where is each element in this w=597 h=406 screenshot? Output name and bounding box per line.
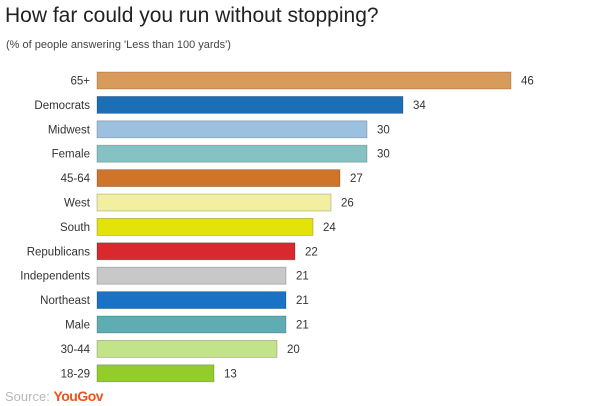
- category-label: Independents: [20, 271, 90, 283]
- bar: [96, 242, 296, 261]
- value-label: 20: [287, 344, 300, 356]
- bar: [96, 169, 341, 188]
- value-label: 30: [377, 149, 390, 161]
- value-label: 26: [341, 198, 354, 210]
- value-label: 21: [296, 271, 309, 283]
- value-label: 21: [296, 295, 309, 307]
- bar: [96, 96, 404, 114]
- value-label: 46: [521, 76, 534, 88]
- category-label: 18-29: [61, 368, 90, 380]
- value-label: 24: [323, 222, 336, 234]
- bar: [96, 217, 314, 236]
- yougov-logo: YouGov: [53, 388, 104, 404]
- bar: [96, 339, 278, 358]
- value-label: 22: [305, 246, 318, 258]
- category-label: 45-64: [61, 173, 91, 185]
- bar: [96, 144, 368, 163]
- bar: [96, 291, 287, 310]
- chart-title: How far could you run without stopping?: [5, 4, 379, 27]
- category-label: Midwest: [48, 124, 91, 136]
- category-label: Female: [52, 149, 90, 161]
- category-label: 65+: [70, 76, 90, 88]
- source-prefix: Source:: [5, 389, 50, 404]
- value-label: 30: [377, 124, 390, 136]
- value-label: 21: [296, 320, 309, 332]
- category-label: Male: [65, 320, 90, 332]
- bar: [96, 315, 287, 334]
- bar: [96, 71, 512, 90]
- source-credit: Source: YouGov: [5, 388, 104, 404]
- value-label: 34: [413, 100, 426, 112]
- bar: [96, 120, 368, 139]
- bar: [96, 193, 332, 212]
- category-label: Republicans: [27, 246, 91, 258]
- category-label: South: [60, 222, 90, 234]
- bar: [96, 266, 287, 285]
- category-label: Democrats: [34, 100, 90, 112]
- category-label: 30-44: [61, 344, 91, 356]
- chart-subtitle: (% of people answering 'Less than 100 ya…: [6, 39, 231, 51]
- category-label: West: [64, 198, 91, 210]
- value-label: 13: [224, 368, 237, 380]
- value-label: 27: [350, 173, 363, 185]
- bar: [96, 364, 215, 383]
- category-label: Northeast: [40, 295, 91, 307]
